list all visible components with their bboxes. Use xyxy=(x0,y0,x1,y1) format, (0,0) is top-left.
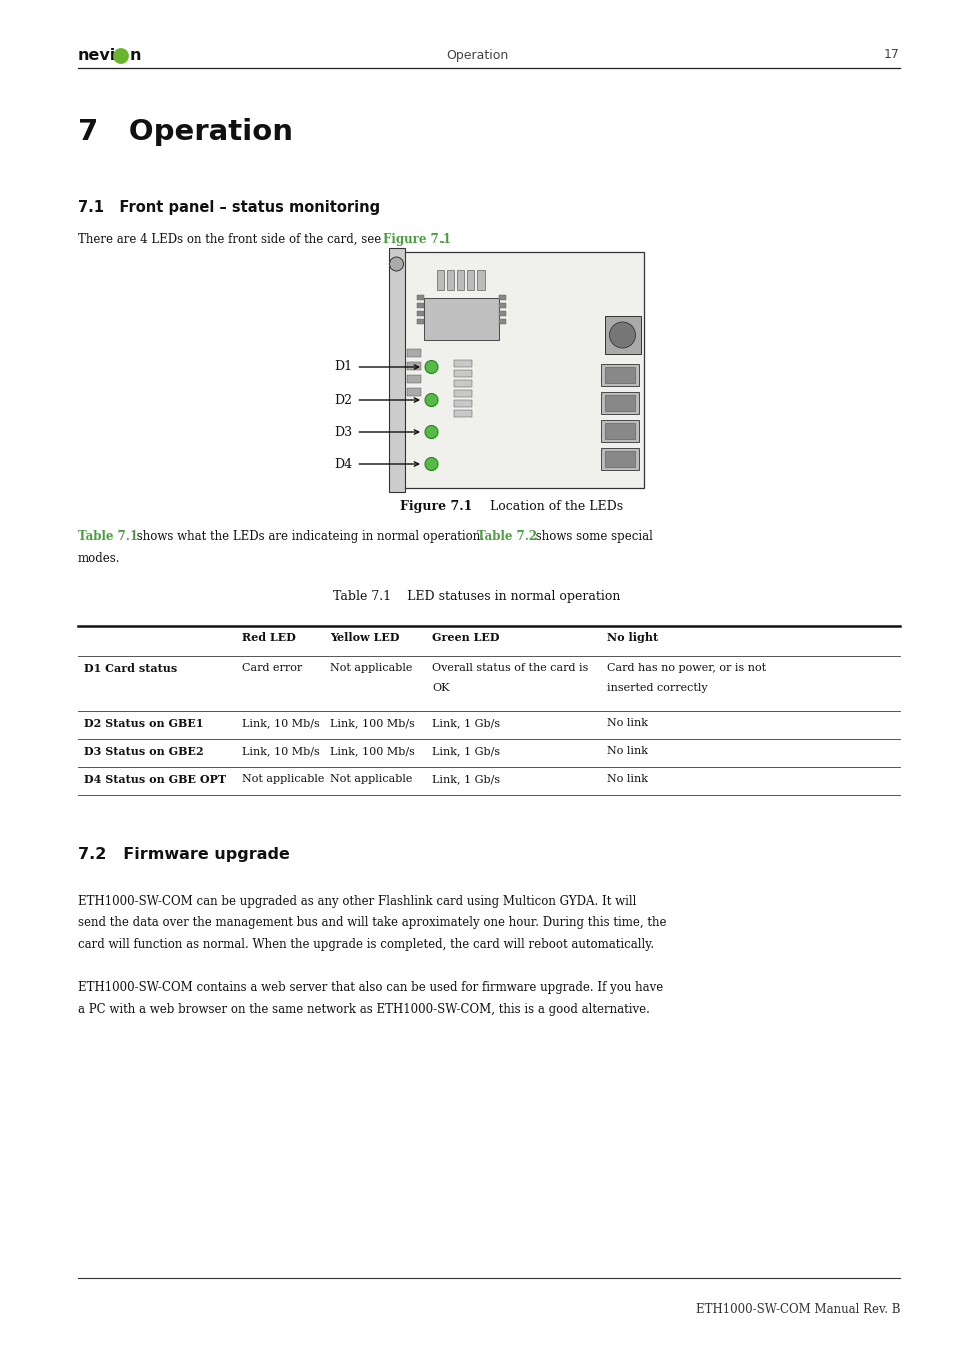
Text: shows some special: shows some special xyxy=(532,531,652,543)
FancyBboxPatch shape xyxy=(499,302,506,308)
FancyBboxPatch shape xyxy=(604,423,634,439)
Text: D1 Card status: D1 Card status xyxy=(84,663,177,674)
FancyBboxPatch shape xyxy=(454,360,472,367)
Text: card will function as normal. When the upgrade is completed, the card will reboo: card will function as normal. When the u… xyxy=(78,938,654,950)
FancyBboxPatch shape xyxy=(599,392,638,414)
FancyBboxPatch shape xyxy=(457,270,464,290)
Text: Green LED: Green LED xyxy=(432,632,499,643)
Text: No link: No link xyxy=(606,774,647,784)
FancyBboxPatch shape xyxy=(407,362,421,370)
Text: Yellow LED: Yellow LED xyxy=(330,632,399,643)
Text: OK: OK xyxy=(432,683,449,693)
Circle shape xyxy=(113,49,128,63)
Text: Link, 1 Gb/s: Link, 1 Gb/s xyxy=(432,774,499,784)
Text: nevi: nevi xyxy=(78,47,116,62)
Text: 7.1   Front panel – status monitoring: 7.1 Front panel – status monitoring xyxy=(78,200,379,215)
Text: .: . xyxy=(440,234,444,246)
Text: Link, 100 Mb/s: Link, 100 Mb/s xyxy=(330,718,415,728)
Text: Table 7.1: Table 7.1 xyxy=(78,531,138,543)
FancyBboxPatch shape xyxy=(604,316,639,354)
FancyBboxPatch shape xyxy=(599,364,638,386)
Text: D3: D3 xyxy=(335,425,353,439)
Text: 7   Operation: 7 Operation xyxy=(78,117,293,146)
FancyBboxPatch shape xyxy=(604,367,634,383)
FancyBboxPatch shape xyxy=(454,390,472,397)
FancyBboxPatch shape xyxy=(477,270,484,290)
Text: D2 Status on GBE1: D2 Status on GBE1 xyxy=(84,718,203,729)
Text: Not applicable: Not applicable xyxy=(330,774,412,784)
Text: Link, 1 Gb/s: Link, 1 Gb/s xyxy=(432,747,499,756)
Text: No link: No link xyxy=(606,718,647,728)
FancyBboxPatch shape xyxy=(599,420,638,441)
FancyBboxPatch shape xyxy=(417,319,424,324)
Text: Link, 100 Mb/s: Link, 100 Mb/s xyxy=(330,747,415,756)
Circle shape xyxy=(424,360,437,374)
Text: Not applicable: Not applicable xyxy=(330,663,412,674)
Circle shape xyxy=(389,256,403,271)
Text: No light: No light xyxy=(606,632,658,643)
Text: D2: D2 xyxy=(335,393,352,406)
Text: shows what the LEDs are indicateing in normal operation.: shows what the LEDs are indicateing in n… xyxy=(132,531,487,543)
Text: n: n xyxy=(130,47,141,62)
Text: Table 7.1    LED statuses in normal operation: Table 7.1 LED statuses in normal operati… xyxy=(333,590,620,603)
Circle shape xyxy=(424,458,437,471)
FancyBboxPatch shape xyxy=(417,310,424,316)
Text: Card has no power, or is not: Card has no power, or is not xyxy=(606,663,765,674)
Text: 17: 17 xyxy=(883,49,899,62)
FancyBboxPatch shape xyxy=(407,350,421,356)
Text: send the data over the management bus and will take aproximately one hour. Durin: send the data over the management bus an… xyxy=(78,917,666,930)
Text: inserted correctly: inserted correctly xyxy=(606,683,707,693)
FancyBboxPatch shape xyxy=(599,448,638,470)
FancyBboxPatch shape xyxy=(604,396,634,410)
FancyBboxPatch shape xyxy=(604,451,634,467)
Text: Card error: Card error xyxy=(242,663,302,674)
FancyBboxPatch shape xyxy=(417,296,424,300)
Text: Link, 10 Mb/s: Link, 10 Mb/s xyxy=(242,747,319,756)
Text: ETH1000-SW-COM contains a web server that also can be used for firmware upgrade.: ETH1000-SW-COM contains a web server tha… xyxy=(78,981,662,995)
FancyBboxPatch shape xyxy=(437,270,444,290)
Text: Table 7.2: Table 7.2 xyxy=(476,531,537,543)
FancyBboxPatch shape xyxy=(424,298,499,340)
FancyBboxPatch shape xyxy=(399,252,644,487)
Text: Figure 7.1: Figure 7.1 xyxy=(399,500,472,513)
Text: a PC with a web browser on the same network as ETH1000-SW-COM, this is a good al: a PC with a web browser on the same netw… xyxy=(78,1003,649,1017)
Text: Link, 1 Gb/s: Link, 1 Gb/s xyxy=(432,718,499,728)
FancyBboxPatch shape xyxy=(499,296,506,300)
FancyBboxPatch shape xyxy=(389,248,405,491)
FancyBboxPatch shape xyxy=(454,370,472,377)
Circle shape xyxy=(609,323,635,348)
FancyBboxPatch shape xyxy=(499,319,506,324)
Text: Link, 10 Mb/s: Link, 10 Mb/s xyxy=(242,718,319,728)
Text: Figure 7.1: Figure 7.1 xyxy=(382,234,451,246)
Text: ETH1000-SW-COM Manual Rev. B: ETH1000-SW-COM Manual Rev. B xyxy=(695,1303,899,1316)
Text: ETH1000-SW-COM can be upgraded as any other Flashlink card using Multicon GYDA. : ETH1000-SW-COM can be upgraded as any ot… xyxy=(78,895,636,909)
Text: modes.: modes. xyxy=(78,552,120,566)
Text: Red LED: Red LED xyxy=(242,632,295,643)
FancyBboxPatch shape xyxy=(407,387,421,396)
FancyBboxPatch shape xyxy=(407,375,421,383)
Text: Operation: Operation xyxy=(445,49,508,62)
Text: Overall status of the card is: Overall status of the card is xyxy=(432,663,588,674)
Text: D1: D1 xyxy=(335,360,353,374)
Text: There are 4 LEDs on the front side of the card, see: There are 4 LEDs on the front side of th… xyxy=(78,234,385,246)
FancyBboxPatch shape xyxy=(454,400,472,406)
Text: D4: D4 xyxy=(335,458,353,471)
FancyBboxPatch shape xyxy=(447,270,454,290)
FancyBboxPatch shape xyxy=(417,302,424,308)
Text: D4 Status on GBE OPT: D4 Status on GBE OPT xyxy=(84,774,226,784)
Text: Not applicable: Not applicable xyxy=(242,774,324,784)
Text: Location of the LEDs: Location of the LEDs xyxy=(474,500,622,513)
Text: 7.2   Firmware upgrade: 7.2 Firmware upgrade xyxy=(78,846,290,863)
Text: D3 Status on GBE2: D3 Status on GBE2 xyxy=(84,747,203,757)
FancyBboxPatch shape xyxy=(454,410,472,417)
FancyBboxPatch shape xyxy=(499,310,506,316)
FancyBboxPatch shape xyxy=(454,379,472,387)
FancyBboxPatch shape xyxy=(467,270,474,290)
Text: No link: No link xyxy=(606,747,647,756)
Circle shape xyxy=(424,393,437,406)
Circle shape xyxy=(424,425,437,439)
